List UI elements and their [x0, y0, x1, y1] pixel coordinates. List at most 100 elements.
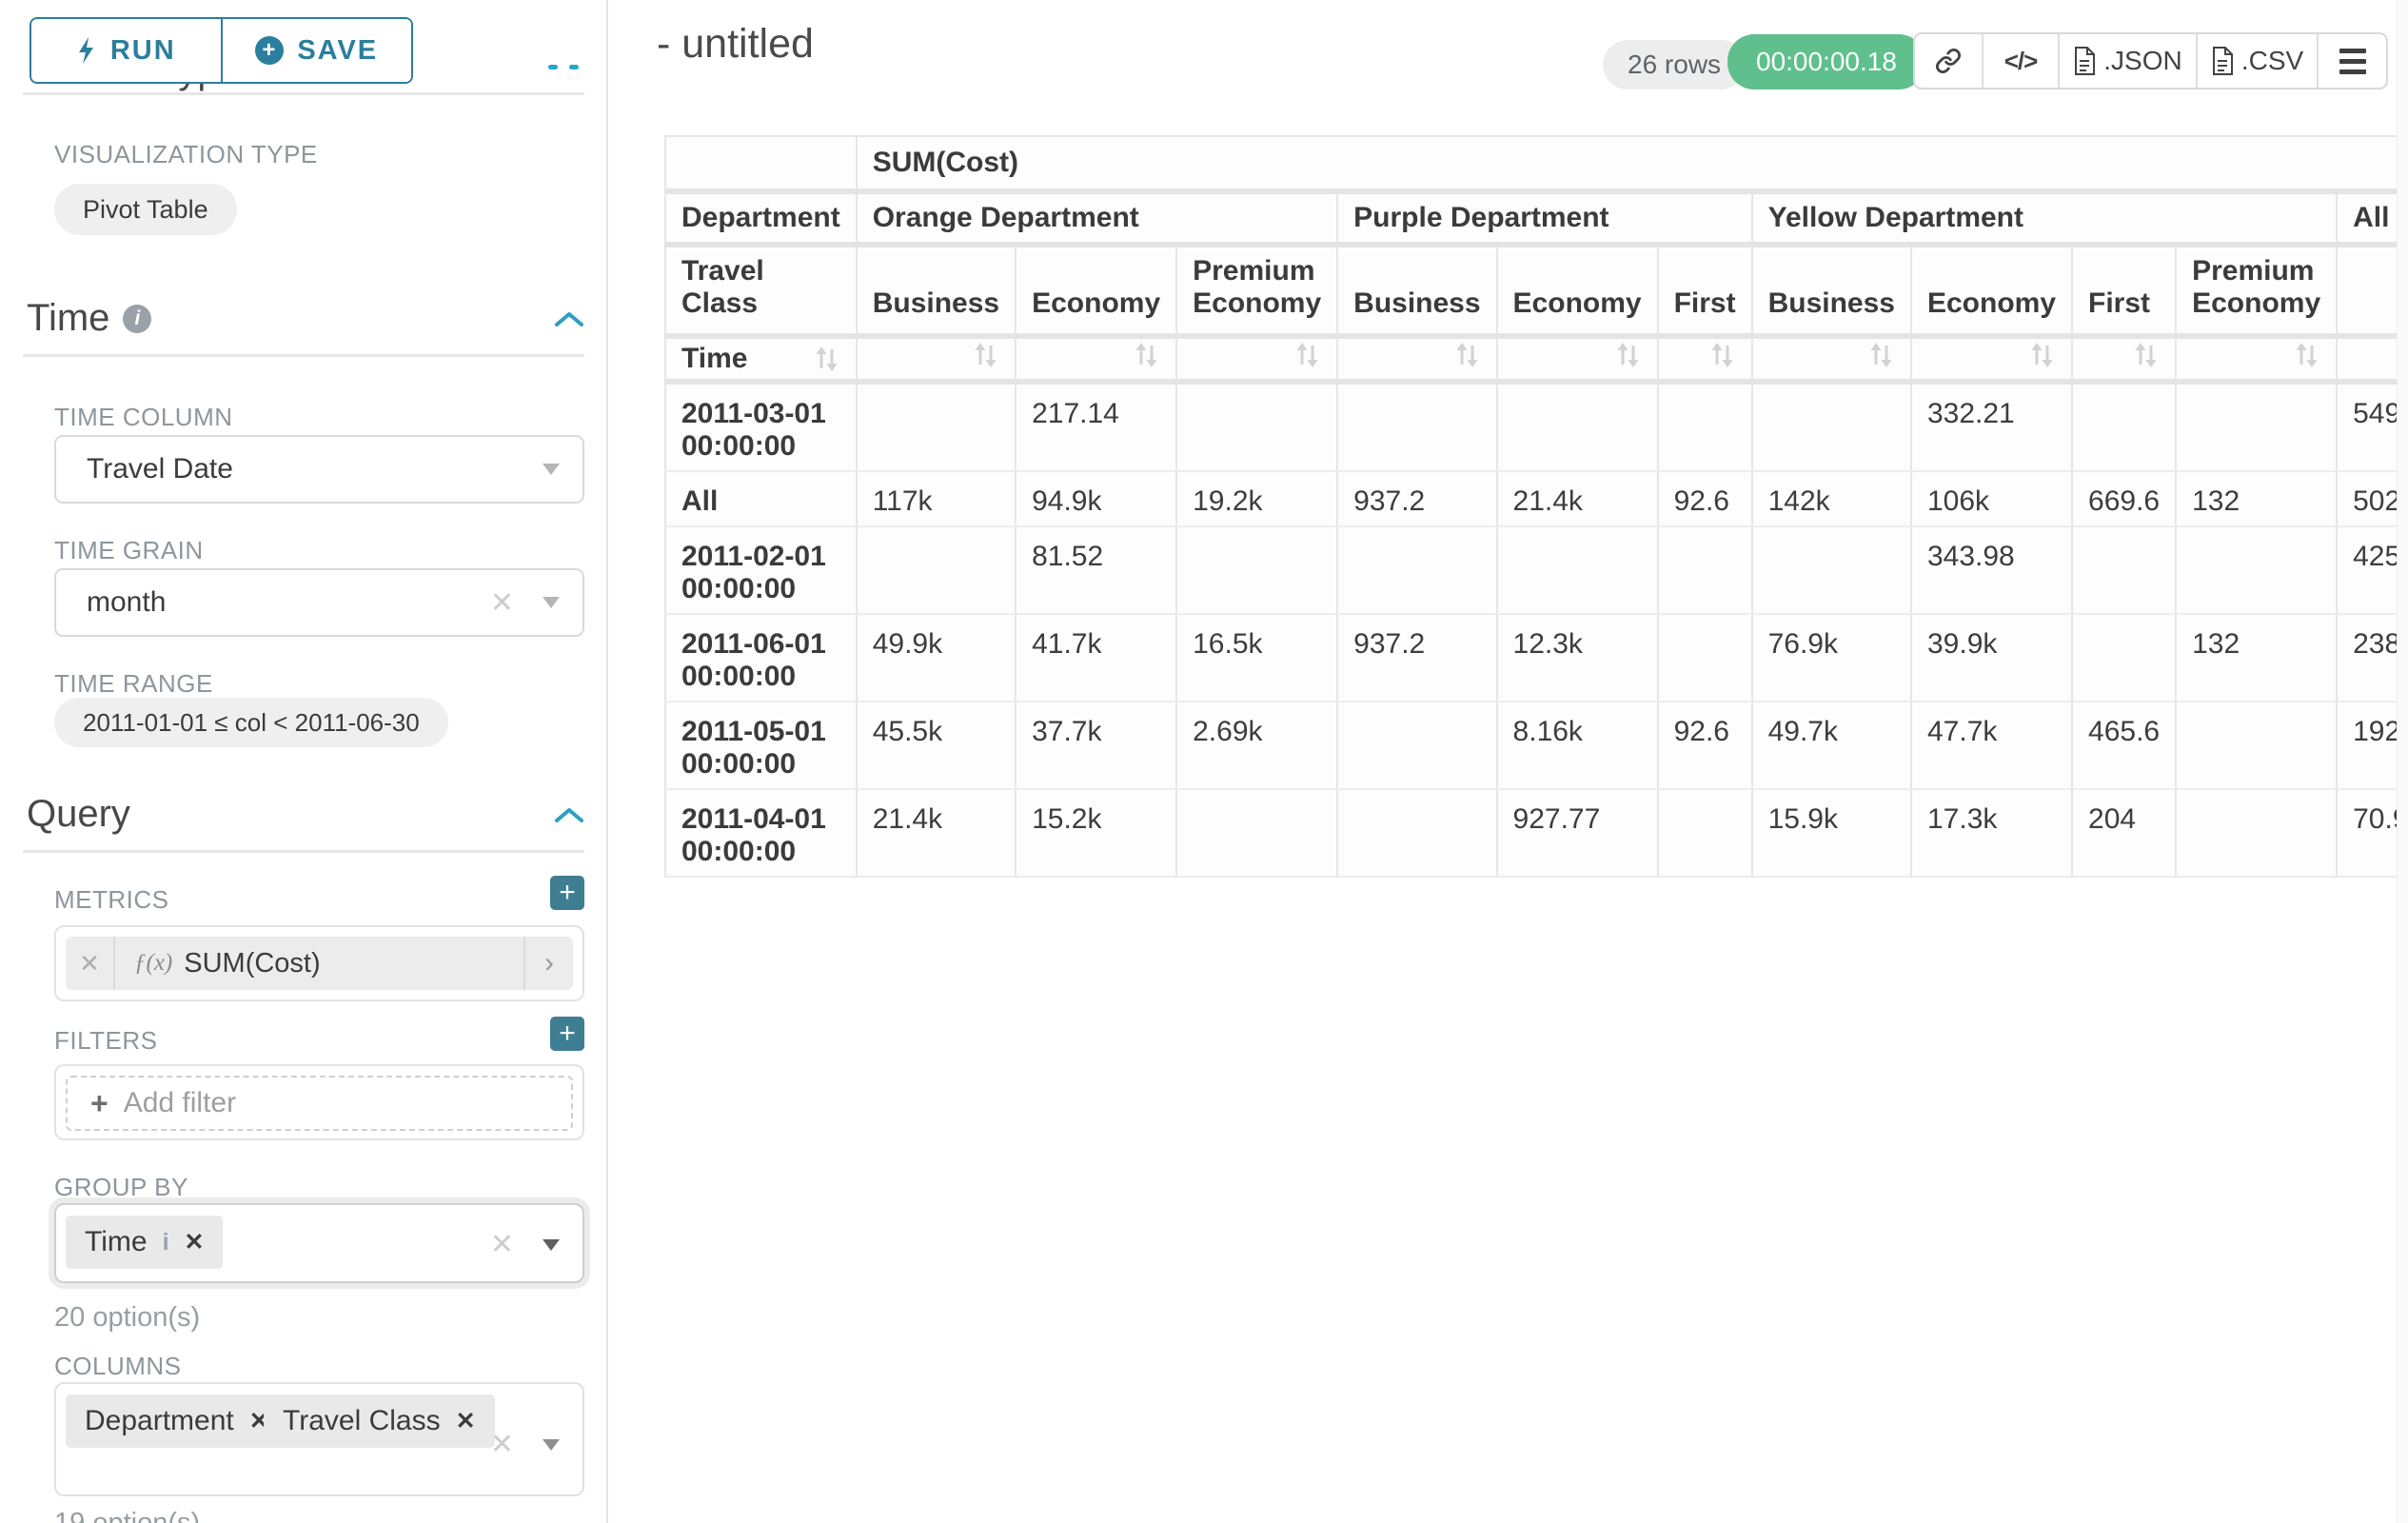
clear-icon[interactable]: ✕ — [489, 1229, 514, 1260]
time-range-pill[interactable]: 2011-01-01 ≤ col < 2011-06-30 — [54, 698, 448, 747]
info-icon[interactable]: i — [162, 1228, 169, 1256]
time-column-select[interactable]: Travel Date — [54, 435, 584, 504]
metric-pill[interactable]: ✕ ƒ(x) SUM(Cost) › — [66, 937, 573, 990]
save-button-label: SAVE — [297, 34, 379, 66]
sort-icon[interactable] — [1866, 341, 1895, 369]
collapse-chevron-icon[interactable] — [554, 806, 584, 823]
row-label-cell: 2011-05-01 00:00:00 — [665, 702, 858, 790]
column-dimension-cell: Department — [665, 191, 858, 247]
export-json-button[interactable]: .JSON — [2058, 34, 2196, 88]
sort-header-cell — [2337, 336, 2408, 385]
value-cell: 92.6 — [1657, 702, 1753, 790]
chevron-down-icon[interactable] — [543, 1439, 560, 1451]
value-cell — [1657, 526, 1753, 615]
sort-icon[interactable] — [1132, 341, 1160, 369]
value-cell: 16.5k — [1176, 614, 1339, 702]
value-cell: 21.4k — [856, 789, 1017, 878]
collapse-chevron-icon[interactable] — [554, 310, 584, 327]
sort-header-cell — [1496, 336, 1659, 385]
metrics-label: METRICS — [54, 885, 169, 914]
export-csv-label: .CSV — [2240, 46, 2304, 75]
value-cell: 39.9k — [1910, 614, 2074, 702]
columns-tag[interactable]: Travel Class ✕ — [264, 1394, 495, 1448]
copy-link-button[interactable] — [1915, 34, 1982, 88]
value-cell: 937.2 — [1337, 614, 1498, 702]
clear-icon[interactable]: ✕ — [489, 1429, 514, 1460]
time-section-title: Time — [27, 297, 110, 339]
remove-tag-icon[interactable]: ✕ — [455, 1408, 476, 1434]
value-cell: 2.69k — [1176, 702, 1339, 790]
sort-icon[interactable] — [812, 345, 840, 373]
query-section-header[interactable]: Query — [27, 793, 130, 836]
viz-type-pill[interactable]: Pivot Table — [54, 184, 237, 235]
value-cell — [1657, 382, 1753, 472]
viz-type-value: Pivot Table — [83, 194, 208, 224]
export-csv-button[interactable]: .CSV — [2196, 34, 2317, 88]
query-timer-text: 00:00:00.18 — [1756, 47, 1897, 76]
group-by-tag[interactable]: Time i ✕ — [66, 1216, 224, 1269]
row-count-text: 26 rows — [1628, 49, 1722, 79]
corner-cell — [665, 136, 858, 194]
sort-header-cell — [1657, 336, 1753, 385]
value-cell — [2176, 526, 2339, 615]
chevron-down-icon[interactable] — [543, 1239, 560, 1251]
sort-icon[interactable] — [971, 341, 999, 369]
sort-icon[interactable] — [1613, 341, 1642, 369]
columns-tag[interactable]: Department ✕ — [66, 1394, 288, 1448]
value-cell — [2176, 702, 2339, 790]
sort-icon[interactable] — [1293, 341, 1321, 369]
value-cell — [1657, 614, 1753, 702]
sort-icon[interactable] — [2292, 341, 2320, 369]
group-by-select[interactable]: Time i ✕ ✕ — [54, 1203, 584, 1283]
section-divider — [23, 354, 584, 357]
lightning-icon — [78, 37, 93, 64]
sort-icon[interactable] — [1452, 341, 1481, 369]
embed-code-button[interactable]: </> — [1982, 34, 2058, 88]
row-dimension-cell: Time — [665, 336, 858, 385]
sort-icon[interactable] — [2131, 341, 2160, 369]
panel-splitter[interactable] — [606, 0, 608, 1523]
remove-metric-icon[interactable]: ✕ — [66, 937, 115, 990]
add-filter-button[interactable]: + — [550, 1017, 584, 1051]
sort-header-cell — [1176, 336, 1339, 385]
value-cell: 192k — [2337, 702, 2408, 790]
time-section-header[interactable]: Time i — [27, 297, 152, 340]
chart-title[interactable]: - untitled — [657, 21, 814, 67]
row-label-cell: 2011-03-01 00:00:00 — [665, 382, 858, 472]
time-grain-select[interactable]: month ✕ — [54, 568, 584, 637]
travel-class-header-cell: Business — [1751, 245, 1912, 339]
value-cell — [1176, 382, 1339, 472]
add-metric-button[interactable]: + — [550, 876, 584, 910]
value-cell — [1337, 702, 1498, 790]
value-cell: 465.6 — [2072, 702, 2178, 790]
table-row: 2011-04-01 00:00:00 21.4k 15.2k 927.77 15.9k… — [665, 789, 2408, 878]
run-button[interactable]: RUN — [31, 19, 221, 82]
value-cell — [1337, 526, 1498, 615]
time-grain-label: TIME GRAIN — [54, 536, 204, 564]
value-cell — [1751, 382, 1912, 472]
sort-icon[interactable] — [1707, 341, 1736, 369]
value-cell: 37.7k — [1016, 702, 1178, 790]
info-icon[interactable]: i — [123, 304, 152, 333]
pivot-table: SUM(Cost) Department Orange Department Purp… — [664, 135, 2408, 878]
group-by-label: GROUP BY — [54, 1173, 188, 1201]
add-filter-dropzone[interactable]: + Add filter — [66, 1076, 573, 1131]
value-cell: 41.7k — [1016, 614, 1178, 702]
remove-tag-icon[interactable]: ✕ — [184, 1229, 205, 1256]
table-row: 2011-05-01 00:00:00 45.5k 37.7k 2.69k 8.16k 9… — [665, 702, 2408, 790]
clear-icon[interactable]: ✕ — [489, 586, 514, 619]
filters-label: FILTERS — [54, 1026, 158, 1055]
query-section-title: Query — [27, 793, 130, 835]
save-button[interactable]: + SAVE — [220, 19, 411, 82]
sort-icon[interactable] — [2027, 341, 2056, 369]
columns-select[interactable]: Department ✕ Travel Class ✕ ✕ — [54, 1382, 584, 1496]
columns-tag-label: Department — [85, 1405, 234, 1436]
value-cell — [856, 382, 1017, 472]
section-divider — [23, 850, 584, 853]
more-menu-button[interactable] — [2317, 34, 2386, 88]
page-scrollbar[interactable] — [2397, 0, 2408, 1523]
value-cell: 81.52 — [1016, 526, 1178, 615]
chevron-right-icon[interactable]: › — [523, 937, 573, 990]
metric-value: SUM(Cost) — [184, 947, 321, 979]
value-cell: 8.16k — [1496, 702, 1659, 790]
